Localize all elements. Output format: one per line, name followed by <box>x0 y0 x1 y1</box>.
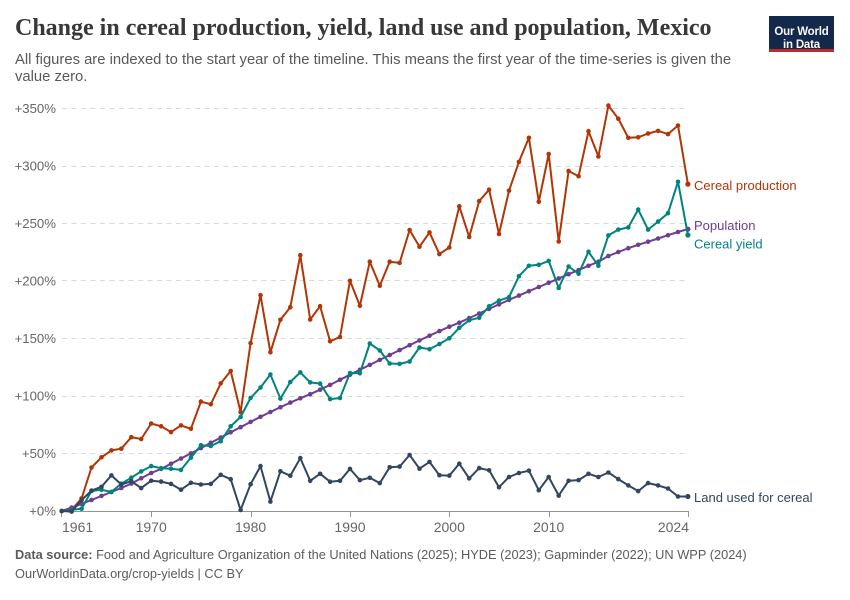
svg-text:Cereal production: Cereal production <box>694 178 797 193</box>
svg-text:+250%: +250% <box>15 216 57 231</box>
svg-text:2024: 2024 <box>658 519 689 535</box>
svg-text:+200%: +200% <box>15 274 57 289</box>
svg-text:1980: 1980 <box>235 519 266 535</box>
svg-text:1961: 1961 <box>62 519 93 535</box>
svg-text:Land used for cereal: Land used for cereal <box>694 490 813 505</box>
svg-text:2010: 2010 <box>533 519 564 535</box>
svg-text:+350%: +350% <box>15 101 57 116</box>
svg-text:+300%: +300% <box>15 159 57 174</box>
svg-text:+150%: +150% <box>15 331 57 346</box>
svg-text:+50%: +50% <box>22 446 56 461</box>
svg-text:1970: 1970 <box>136 519 167 535</box>
svg-text:+100%: +100% <box>15 389 57 404</box>
svg-text:+0%: +0% <box>29 504 56 519</box>
svg-text:Population: Population <box>694 218 755 233</box>
svg-text:1990: 1990 <box>334 519 365 535</box>
svg-text:2000: 2000 <box>434 519 465 535</box>
svg-text:Cereal yield: Cereal yield <box>694 237 763 252</box>
